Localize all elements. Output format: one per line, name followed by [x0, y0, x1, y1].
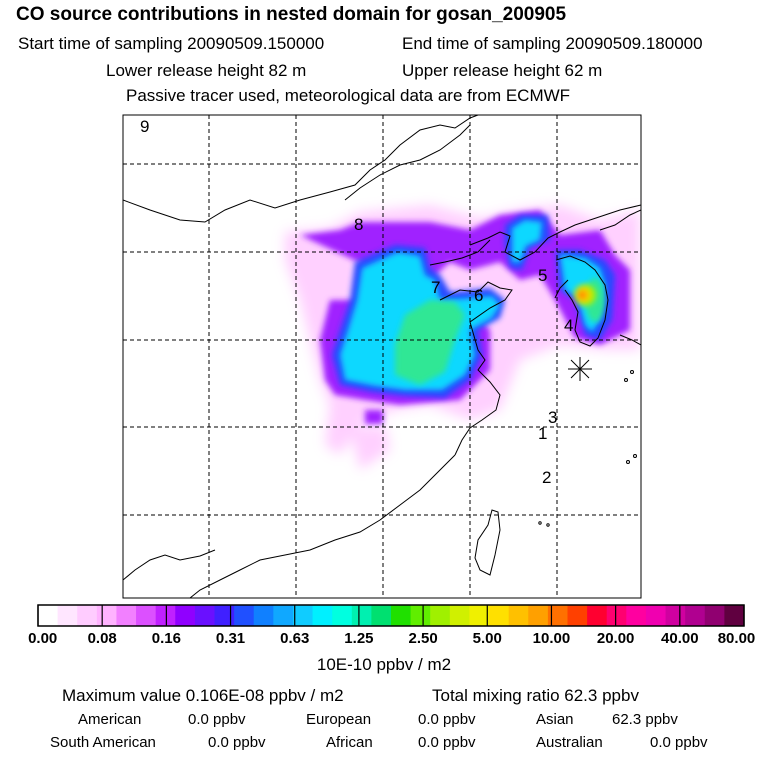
region-label-4: 4	[564, 316, 573, 335]
colorbar-swatch	[547, 605, 568, 626]
region-name-european: European	[306, 711, 372, 728]
colorbar-swatch	[332, 605, 353, 626]
colorbar-swatch	[292, 605, 314, 626]
colorbar-tick-label: 0.00	[28, 630, 58, 647]
lower-release-label: Lower release height 82 m	[106, 61, 307, 80]
colorbar-swatch	[57, 605, 78, 626]
colorbar-swatch	[253, 605, 274, 626]
colorbar-tick-label: 20.00	[596, 630, 635, 647]
region-value-african: 0.0 ppbv	[418, 734, 476, 751]
colorbar-swatch	[214, 605, 235, 626]
colorbar-swatch	[391, 605, 412, 626]
region-value-asian: 62.3 ppbv	[612, 711, 678, 728]
colorbar-tick-label: 1.25	[344, 630, 374, 647]
tracer-note: Passive tracer used, meteorological data…	[126, 86, 571, 105]
colorbar-units: 10E-10 ppbv / m2	[316, 655, 452, 674]
colorbar-swatch	[587, 605, 608, 626]
grid-lines	[123, 115, 641, 598]
region-name-australian: Australian	[536, 734, 603, 751]
region-label-3: 3	[548, 408, 557, 427]
colorbar-swatch	[685, 605, 706, 626]
colorbar-swatch	[96, 605, 117, 626]
colorbar-swatch	[645, 605, 667, 626]
colorbar-frame	[37, 604, 745, 627]
region-label-6: 6	[474, 286, 483, 305]
colorbar-swatch	[724, 605, 745, 626]
region-name-african: African	[326, 734, 373, 751]
colorbar-swatch	[312, 605, 333, 626]
colorbar-swatch	[606, 605, 627, 626]
start-time-label: Start time of sampling 20090509.150000	[18, 34, 325, 53]
region-label-9: 9	[140, 117, 149, 136]
colorbar-swatch	[567, 605, 588, 626]
colorbar-swatch	[489, 605, 510, 626]
colorbar-swatch	[38, 605, 59, 626]
colorbar-swatch	[508, 605, 529, 626]
map-frame	[122, 114, 642, 599]
colorbar	[37, 604, 745, 627]
max-value: Maximum value 0.106E-08 ppbv / m2	[62, 686, 344, 705]
upper-release-label: Upper release height 62 m	[402, 61, 603, 80]
region-value-australian: 0.0 ppbv	[650, 734, 708, 751]
receptor-marker	[568, 357, 592, 381]
colorbar-swatch	[234, 605, 255, 626]
colorbar-swatch	[528, 605, 549, 626]
end-time-label: End time of sampling 20090509.180000	[402, 34, 703, 53]
colorbar-tick-label: 2.50	[408, 630, 438, 647]
region-value-european: 0.0 ppbv	[418, 711, 476, 728]
plume-layer	[285, 205, 640, 470]
region-label-2: 2	[542, 468, 551, 487]
colorbar-swatch	[175, 605, 196, 626]
colorbar-swatch	[136, 605, 157, 626]
region-name-asian: Asian	[536, 711, 574, 728]
region-name-american: American	[78, 711, 142, 728]
colorbar-tick-label: 80.00	[717, 630, 756, 647]
region-label-8: 8	[354, 215, 363, 234]
colorbar-swatch	[116, 605, 137, 626]
colorbar-tick-label: 0.31	[215, 630, 246, 647]
region-value-south-american: 0.0 ppbv	[208, 734, 266, 751]
colorbar-swatch	[155, 605, 176, 626]
region-label-5: 5	[538, 266, 547, 285]
colorbar-swatch	[469, 605, 490, 626]
coastlines	[123, 115, 641, 598]
colorbar-swatch	[626, 605, 647, 626]
colorbar-swatch	[194, 605, 215, 626]
colorbar-tick-label: 0.08	[87, 630, 117, 647]
region-name-south-american: South American	[50, 734, 156, 751]
colorbar-swatch	[665, 605, 686, 626]
region-value-american: 0.0 ppbv	[188, 711, 246, 728]
region-label-7: 7	[431, 278, 440, 297]
colorbar-tick-label: 40.00	[661, 630, 699, 647]
colorbar-swatch	[704, 605, 725, 626]
colorbar-swatch	[77, 605, 98, 626]
region-labels: 9 8 7 6 5 4 3 1 2	[140, 117, 573, 487]
region-label-1: 1	[538, 424, 547, 443]
total-mixing-ratio: Total mixing ratio 62.3 ppbv	[432, 686, 639, 705]
colorbar-swatch	[273, 605, 294, 626]
colorbar-swatch	[449, 605, 470, 626]
colorbar-tick-label: 0.16	[151, 630, 181, 647]
colorbar-swatch	[410, 605, 431, 626]
colorbar-tick-label: 10.00	[532, 630, 571, 647]
colorbar-swatch	[351, 605, 372, 626]
colorbar-tick-label: 5.00	[472, 630, 502, 647]
colorbar-swatch	[371, 605, 392, 626]
chart-title: CO source contributions in nested domain…	[16, 4, 567, 25]
colorbar-tick-label: 0.63	[280, 630, 310, 647]
colorbar-swatch	[430, 605, 451, 626]
